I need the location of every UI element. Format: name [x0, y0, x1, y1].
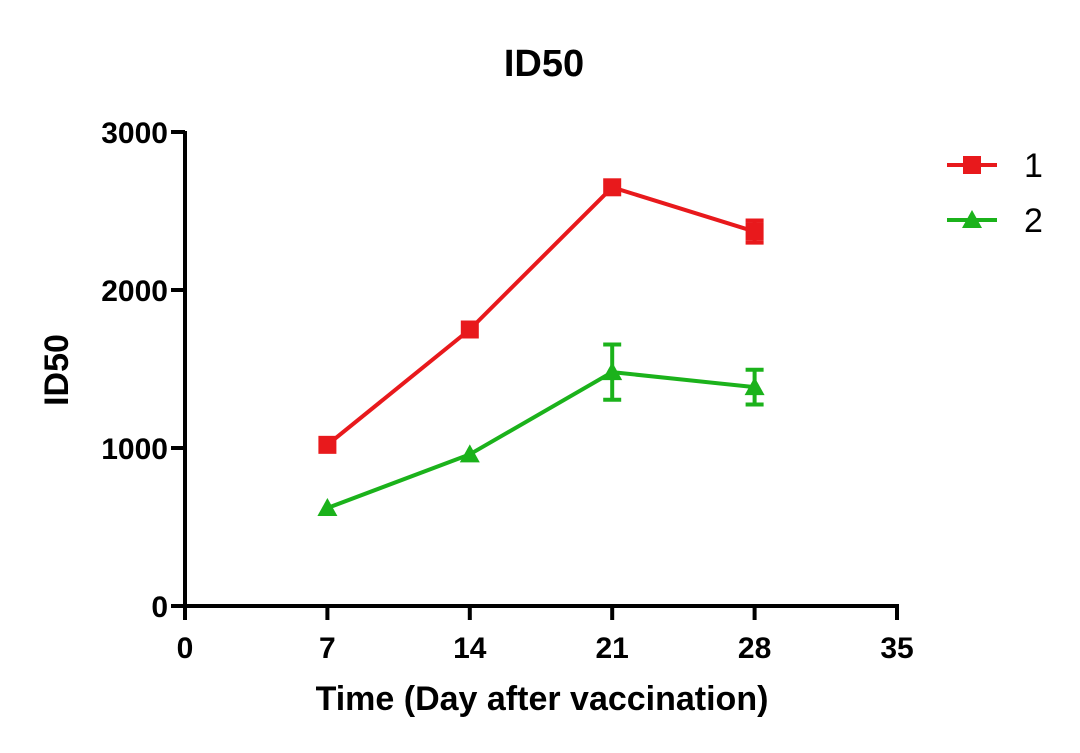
series-2: [317, 342, 765, 517]
series-1-point: [460, 320, 479, 339]
series-1-point: [318, 435, 337, 454]
y-tick-label: 3000: [101, 117, 168, 150]
x-tick-label: 21: [596, 632, 629, 665]
x-tick-label: 35: [880, 632, 913, 665]
series-2-point: [602, 362, 623, 381]
x-tick-label: 28: [738, 632, 771, 665]
legend-swatch-marker: [962, 210, 982, 228]
series-1-point: [603, 178, 622, 197]
series-2-point: [459, 444, 480, 463]
series-2-point: [744, 377, 765, 396]
legend-label: 1: [1024, 147, 1043, 185]
series-1-point: [745, 222, 764, 241]
series-1: [318, 178, 764, 454]
y-axis: 0 1000 2000 3000: [101, 117, 187, 624]
y-tick-label: 1000: [101, 433, 168, 466]
legend-item-2: 2: [947, 202, 1043, 240]
x-axis-label: Time (Day after vaccination): [316, 680, 769, 718]
series-1-line: [326, 185, 756, 447]
series-2-line: [326, 370, 755, 510]
chart-title: ID50: [504, 43, 584, 85]
y-tick-label: 0: [151, 591, 168, 624]
series-layer: [317, 178, 765, 517]
legend-item-1: 1: [947, 147, 1043, 185]
legend-swatch-marker: [963, 156, 981, 174]
x-tick-label: 7: [319, 632, 336, 665]
series-2-point: [317, 498, 338, 517]
y-axis-label: ID50: [38, 334, 76, 406]
legend-label: 2: [1024, 202, 1043, 240]
x-tick-label: 14: [453, 632, 487, 665]
x-axis: 0 7 14 21 28 35: [177, 604, 914, 665]
x-tick-label: 0: [177, 632, 194, 665]
y-tick-label: 2000: [101, 275, 168, 308]
legend: 12: [947, 147, 1043, 240]
